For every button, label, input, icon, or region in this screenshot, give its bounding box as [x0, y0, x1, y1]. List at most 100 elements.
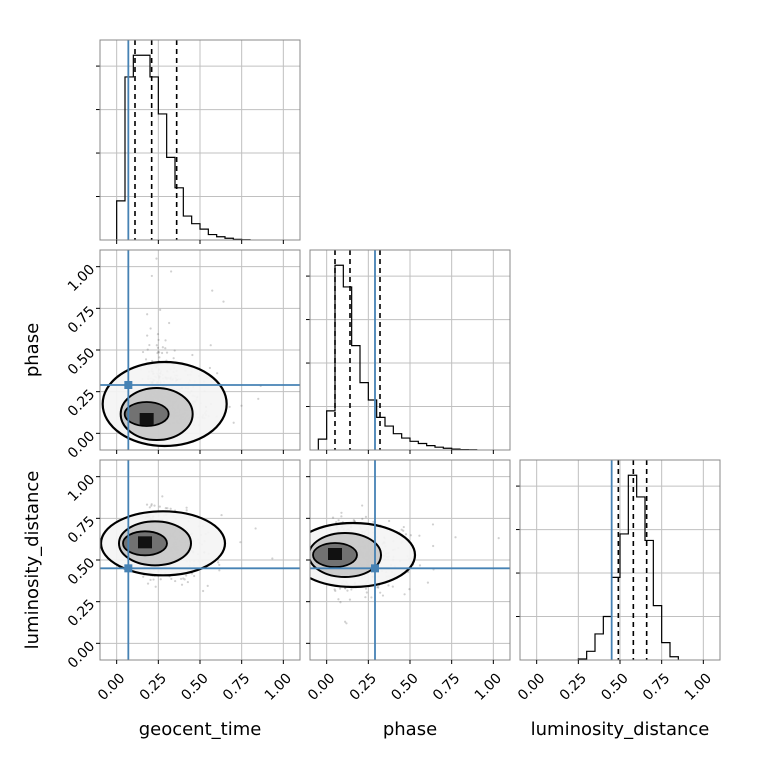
sample-point	[340, 511, 343, 514]
x-tick-label: 0.25	[557, 670, 590, 703]
x-tick-label: 0.00	[95, 670, 128, 703]
sample-point	[381, 594, 385, 597]
truth-marker	[124, 564, 133, 573]
sample-point	[185, 509, 188, 512]
y-tick-label: 0.50	[65, 555, 98, 588]
sample-point	[454, 536, 457, 539]
sample-point	[352, 519, 355, 522]
sample-point	[339, 601, 342, 604]
sample-point	[208, 366, 212, 370]
sample-point	[216, 372, 219, 375]
sample-point	[166, 507, 169, 510]
sample-point	[345, 622, 348, 625]
x-tick-label: 0.25	[137, 670, 170, 703]
x-tick-label: 0.75	[640, 670, 673, 703]
sample-point	[361, 504, 364, 507]
sample-point	[346, 589, 349, 592]
sample-point	[164, 347, 167, 350]
sample-point	[149, 327, 152, 330]
y-tick-label: 0.25	[65, 387, 98, 420]
sample-point	[161, 346, 164, 349]
sample-point	[185, 574, 188, 577]
y-tick-label: 0.00	[65, 428, 98, 461]
sample-point	[218, 563, 221, 566]
sample-point	[165, 351, 169, 354]
sample-point	[169, 507, 172, 510]
sample-point	[149, 578, 152, 581]
sample-point	[388, 519, 391, 523]
sample-point	[408, 588, 411, 591]
sample-point	[148, 506, 151, 509]
sample-point	[193, 574, 196, 578]
density-peak	[139, 413, 154, 425]
truth-marker	[371, 564, 379, 573]
sample-point	[365, 591, 368, 594]
sample-point	[146, 313, 149, 316]
sample-point	[257, 397, 260, 400]
sample-point	[348, 598, 352, 601]
sample-point	[391, 585, 394, 588]
sample-point	[174, 579, 177, 583]
x-tick-label: 0.50	[388, 670, 421, 703]
sample-point	[387, 584, 390, 587]
x-axis-label-geocent_time: geocent_time	[139, 719, 262, 740]
y-axis-label-luminosity_distance: luminosity_distance	[22, 471, 43, 650]
sample-point	[364, 596, 367, 599]
x-axis-label-phase: phase	[383, 719, 437, 740]
sample-point	[154, 585, 157, 588]
x-tick-label: 0.00	[515, 670, 548, 703]
sample-point	[173, 349, 176, 352]
sample-point	[152, 578, 155, 581]
sample-point	[370, 596, 373, 599]
histogram-phase	[317, 264, 478, 450]
sample-point	[220, 513, 223, 517]
sample-point	[232, 421, 235, 424]
sample-point	[182, 577, 185, 580]
sample-point	[379, 591, 382, 594]
sample-point	[145, 503, 149, 506]
y-tick-label: 0.25	[65, 597, 98, 630]
sample-point	[170, 270, 173, 273]
sample-point	[254, 527, 257, 530]
sample-point	[156, 351, 159, 355]
sample-point	[402, 525, 405, 529]
sample-point	[218, 569, 221, 572]
sample-point	[185, 506, 188, 509]
sample-point	[150, 274, 153, 278]
sample-point	[239, 541, 242, 544]
sample-point	[164, 506, 167, 510]
sample-point	[409, 534, 412, 537]
sample-point	[151, 359, 154, 363]
y-tick-label: 0.75	[65, 303, 98, 336]
sample-point	[170, 577, 173, 581]
sample-point	[402, 529, 405, 532]
x-tick-label: 0.50	[598, 670, 631, 703]
y-tick-label: 0.50	[65, 345, 98, 378]
sample-point	[156, 346, 160, 349]
sample-point	[334, 589, 337, 592]
sample-point	[180, 583, 184, 586]
sample-point	[160, 351, 164, 355]
sample-point	[335, 521, 338, 524]
density-peak	[328, 548, 342, 560]
sample-point	[146, 334, 149, 337]
sample-point	[403, 593, 406, 596]
sample-point	[372, 520, 375, 523]
sample-point	[364, 515, 368, 518]
sample-point	[206, 584, 209, 587]
sample-point	[364, 587, 368, 590]
sample-point	[211, 289, 214, 292]
sample-point	[158, 505, 161, 508]
x-tick-label: 1.00	[472, 670, 505, 703]
sample-point	[155, 257, 158, 260]
y-axis-label-phase: phase	[22, 323, 43, 377]
sample-point	[400, 528, 403, 531]
sample-point	[150, 504, 153, 507]
sample-point	[183, 578, 186, 581]
sample-point	[432, 544, 435, 548]
y-tick-label: 0.00	[65, 638, 98, 671]
sample-point	[340, 515, 343, 518]
sample-point	[144, 358, 148, 361]
sample-point	[191, 353, 194, 357]
